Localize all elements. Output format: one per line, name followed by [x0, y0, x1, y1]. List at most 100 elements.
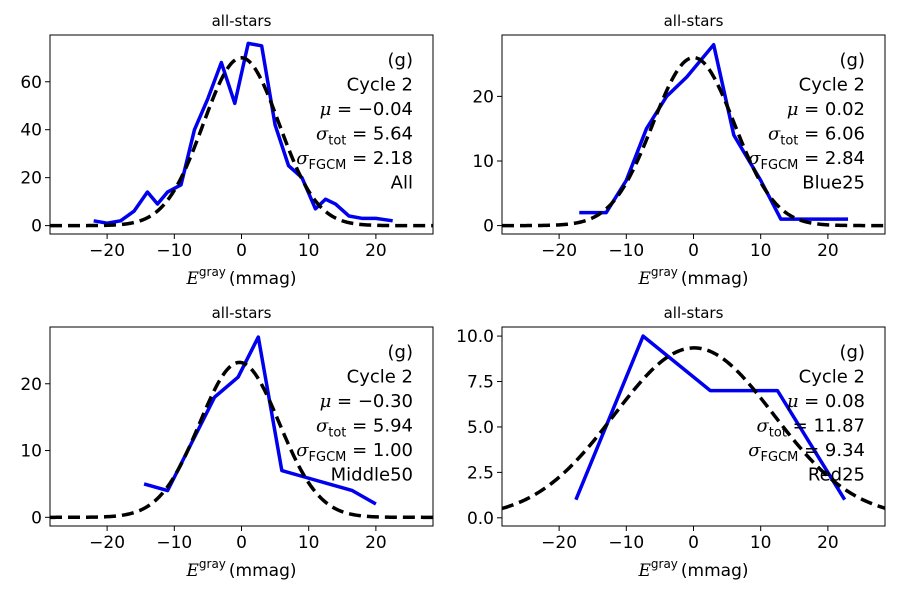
sigma-fgcm-label: σFGCM = 2.84	[748, 148, 865, 173]
sigma-fgcm-label: σFGCM = 2.18	[296, 148, 413, 173]
x-tick-label: 20	[817, 533, 839, 553]
histogram-line	[93, 41, 393, 225]
x-label-unit: (mmag)	[681, 269, 749, 289]
sigma-fgcm-value: 2.18	[373, 148, 413, 169]
x-tick-label: −20	[89, 241, 125, 261]
subset-label: Blue25	[802, 173, 865, 194]
panel-3: all-stars −20 −10 0 10 20 0 10 20 Egray (mmag) (g) C…	[20, 304, 434, 581]
mu-value: 0.08	[825, 391, 865, 412]
panel-1: all-stars −20 −10 0 10 20 0 20 40 60 Egray (mmag) (g…	[20, 12, 434, 289]
x-tick-label: −10	[608, 533, 644, 553]
panel-title: all-stars	[212, 12, 272, 30]
x-tick-label: 0	[236, 241, 247, 261]
sigma-fgcm-label: σFGCM = 9.34	[748, 440, 865, 465]
cycle-label: Cycle 2	[799, 367, 865, 388]
subset-label: Middle50	[331, 465, 413, 486]
x-tick-label: 0	[688, 533, 699, 553]
x-label-symbol: E	[637, 561, 651, 581]
x-tick-label: 20	[365, 533, 387, 553]
y-tick-label: 0.0	[467, 509, 494, 529]
sigma-tot-value: 6.06	[825, 124, 865, 145]
y-tick-label: 2.5	[467, 463, 494, 483]
y-tick-label: 60	[20, 73, 42, 93]
y-tick-label: 7.5	[467, 373, 494, 393]
subset-label: All	[391, 173, 413, 194]
sigma-tot-value: 11.87	[813, 416, 865, 437]
x-tick-label: −10	[156, 533, 192, 553]
y-tick-label: 20	[20, 375, 42, 395]
x-axis-label: Egray (mmag)	[637, 265, 748, 289]
panel-title: all-stars	[664, 12, 724, 30]
x-label-superscript: gray	[651, 265, 678, 279]
x-label-symbol: E	[185, 269, 199, 289]
sigma-tot-value: 5.94	[373, 416, 413, 437]
mu-value: −0.04	[358, 99, 413, 120]
gaussian-fit-line	[50, 360, 433, 520]
mu-value: 0.02	[825, 99, 865, 120]
sigma-tot-label: σtot = 5.64	[316, 124, 413, 149]
gaussian-fit-line	[502, 55, 885, 228]
band-label: (g)	[388, 50, 413, 71]
sigma-tot-label: σtot = 6.06	[768, 124, 865, 149]
x-label-unit: (mmag)	[681, 561, 749, 581]
histogram-line	[143, 335, 377, 506]
x-tick-label: −10	[608, 241, 644, 261]
x-tick-label: 0	[236, 533, 247, 553]
cycle-label: Cycle 2	[799, 75, 865, 96]
band-label: (g)	[840, 342, 865, 363]
sigma-fgcm-value: 9.34	[825, 440, 865, 461]
x-tick-label: 10	[750, 241, 772, 261]
y-tick-label: 10	[20, 442, 42, 462]
x-tick-label: 0	[688, 241, 699, 261]
x-tick-label: −20	[541, 241, 577, 261]
y-tick-label: 10.0	[456, 327, 494, 347]
sigma-tot-value: 5.64	[373, 124, 413, 145]
y-tick-label: 0	[31, 217, 42, 237]
x-label-superscript: gray	[199, 557, 226, 571]
x-tick-label: −10	[156, 241, 192, 261]
mu-label: μ = −0.04	[320, 99, 413, 120]
histogram-line	[574, 334, 847, 501]
x-tick-label: 20	[365, 241, 387, 261]
mu-value: −0.30	[358, 391, 413, 412]
x-label-symbol: E	[637, 269, 651, 289]
x-label-superscript: gray	[651, 557, 678, 571]
sigma-fgcm-label: σFGCM = 1.00	[296, 440, 413, 465]
subset-label: Red25	[808, 465, 865, 486]
gaussian-fit-line	[502, 346, 885, 511]
sigma-tot-label: σtot = 11.87	[756, 416, 865, 441]
panel-4: all-stars −20 −10 0 10 20 0.0 2.5 5.0 7.5 10.0 Egra…	[456, 304, 886, 581]
x-tick-label: 10	[298, 241, 320, 261]
mu-label: μ = −0.30	[320, 391, 413, 412]
sigma-fgcm-value: 1.00	[373, 440, 413, 461]
sigma-fgcm-value: 2.84	[825, 148, 865, 169]
y-tick-label: 20	[472, 87, 494, 107]
mu-label: μ = 0.08	[787, 391, 865, 412]
cycle-label: Cycle 2	[347, 75, 413, 96]
gaussian-fit-line	[50, 56, 433, 228]
x-label-symbol: E	[185, 561, 199, 581]
x-axis-label: Egray (mmag)	[185, 265, 296, 289]
y-tick-label: 10	[472, 152, 494, 172]
band-label: (g)	[840, 50, 865, 71]
x-tick-label: 10	[298, 533, 320, 553]
y-tick-label: 5.0	[467, 418, 494, 438]
x-label-unit: (mmag)	[229, 269, 297, 289]
panel-title: all-stars	[212, 304, 272, 322]
mu-label: μ = 0.02	[787, 99, 865, 120]
panel-2: all-stars −20 −10 0 10 20 0 10 20 Egray (mmag) (g) C…	[472, 12, 886, 289]
x-label-superscript: gray	[199, 265, 226, 279]
y-tick-label: 0	[483, 217, 494, 237]
cycle-label: Cycle 2	[347, 367, 413, 388]
band-label: (g)	[388, 342, 413, 363]
x-label-unit: (mmag)	[229, 561, 297, 581]
y-tick-label: 20	[20, 169, 42, 189]
y-tick-label: 40	[20, 121, 42, 141]
x-tick-label: −20	[541, 533, 577, 553]
y-tick-label: 0	[31, 508, 42, 528]
x-axis-label: Egray (mmag)	[637, 557, 748, 581]
x-tick-label: 20	[817, 241, 839, 261]
x-tick-label: −20	[89, 533, 125, 553]
x-axis-label: Egray (mmag)	[185, 557, 296, 581]
